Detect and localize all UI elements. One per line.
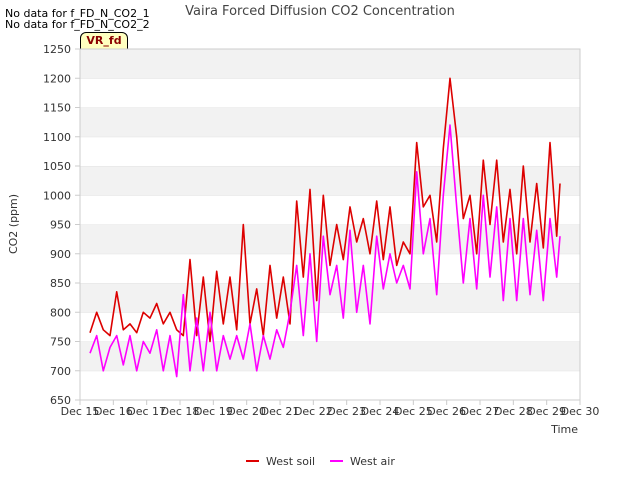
grid-band xyxy=(80,341,580,371)
grid-band xyxy=(80,49,580,79)
y-tick-label: 900 xyxy=(50,248,71,261)
no-data-note-1: No data for f_FD_N_CO2_1 xyxy=(5,7,150,20)
grid-band xyxy=(80,107,580,137)
y-axis-label: CO2 (ppm) xyxy=(7,194,20,254)
y-tick-label: 1250 xyxy=(43,43,71,56)
x-tick-label: Dec 29 xyxy=(527,405,566,418)
no-data-note-2: No data for f_FD_N_CO2_2 xyxy=(5,18,150,31)
x-tick-label: Dec 20 xyxy=(227,405,266,418)
grid-band xyxy=(80,78,580,108)
x-tick-label: Dec 19 xyxy=(194,405,233,418)
y-tick-label: 750 xyxy=(50,336,71,349)
legend: West soil West air xyxy=(246,455,395,468)
y-ticks: 650 700 750 800 850 900 950 1000 1050 1100 1150 120… xyxy=(43,43,80,407)
series-lines xyxy=(89,77,561,378)
x-tick-label: Dec 22 xyxy=(294,405,333,418)
y-tick-label: 1200 xyxy=(43,72,71,85)
grid-band xyxy=(80,166,580,196)
grid-band xyxy=(80,370,580,400)
x-tick-label: Dec 23 xyxy=(327,405,366,418)
series-line-west-soil xyxy=(89,77,561,343)
chart-title: Vaira Forced Diffusion CO2 Concentration xyxy=(185,4,455,19)
y-tick-label: 800 xyxy=(50,306,71,319)
y-tick-label: 1100 xyxy=(43,131,71,144)
legend-label-west-air: West air xyxy=(350,455,395,468)
x-tick-label: Dec 30 xyxy=(561,405,600,418)
x-tick-label: Dec 27 xyxy=(461,405,500,418)
legend-label-west-soil: West soil xyxy=(266,455,315,468)
x-tick-label: Dec 26 xyxy=(427,405,466,418)
x-tick-label: Dec 16 xyxy=(94,405,133,418)
y-tick-label: 1000 xyxy=(43,189,71,202)
y-tick-label: 1050 xyxy=(43,160,71,173)
grid-band xyxy=(80,136,580,166)
x-tick-label: Dec 24 xyxy=(361,405,400,418)
grid-band xyxy=(80,224,580,254)
x-tick-label: Dec 15 xyxy=(61,405,100,418)
y-tick-label: 950 xyxy=(50,219,71,232)
x-tick-label: Dec 18 xyxy=(161,405,200,418)
x-tick-label: Dec 25 xyxy=(394,405,433,418)
x-axis-label: Time xyxy=(550,423,578,436)
y-tick-label: 850 xyxy=(50,277,71,290)
y-tick-label: 700 xyxy=(50,365,71,378)
grid-band xyxy=(80,195,580,225)
grid-band xyxy=(80,312,580,342)
grid-bands xyxy=(80,48,580,400)
series-line-west-air xyxy=(89,124,561,378)
x-tick-label: Dec 17 xyxy=(127,405,166,418)
x-tick-label: Dec 21 xyxy=(261,405,300,418)
y-tick-label: 650 xyxy=(50,394,71,407)
y-tick-label: 1150 xyxy=(43,102,71,115)
x-tick-label: Dec 28 xyxy=(494,405,533,418)
